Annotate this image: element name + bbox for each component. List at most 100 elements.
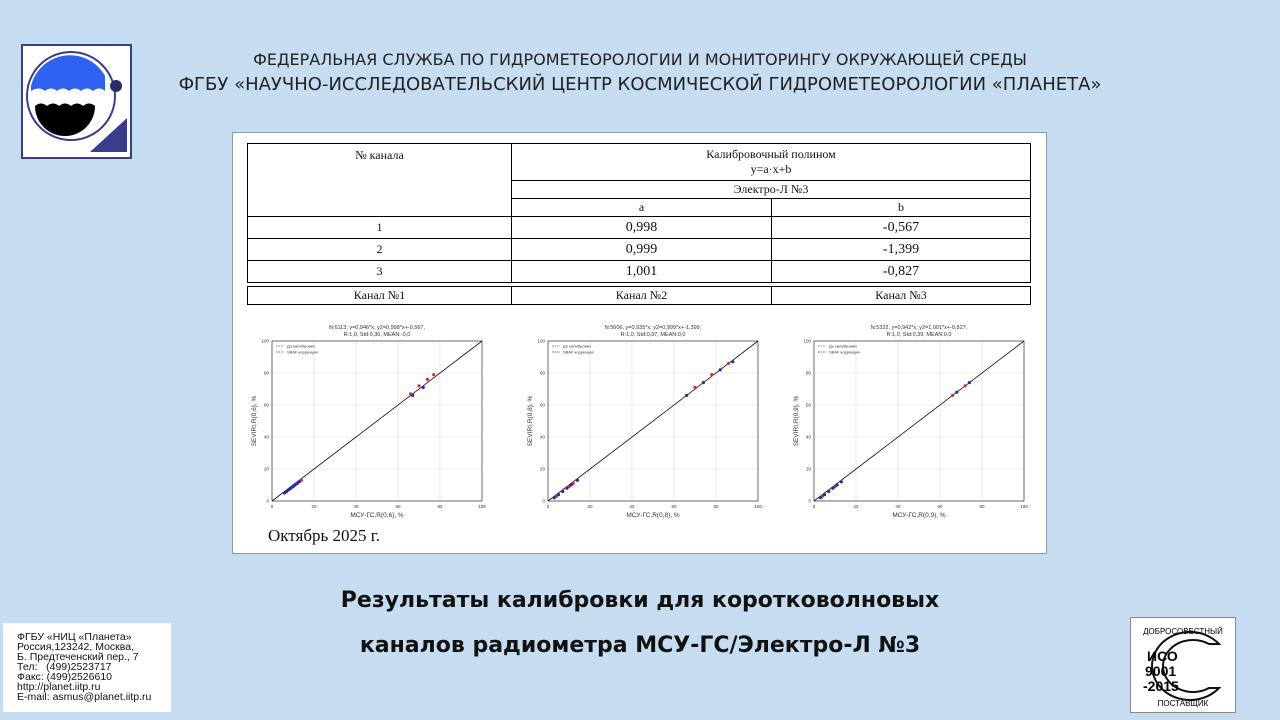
scatter-point	[827, 489, 831, 493]
scatter-point	[718, 368, 722, 372]
x-tick-label: 100	[754, 504, 762, 509]
header-line-1: ФЕДЕРАЛЬНАЯ СЛУЖБА ПО ГИДРОМЕТЕОРОЛОГИИ …	[253, 50, 1027, 69]
y-tick-label: 100	[261, 339, 269, 344]
cell-b: -1,399	[771, 238, 1031, 261]
y-tick-label: 40	[264, 435, 270, 440]
x-axis-label: МСУ-ГС,R(0,9), %	[892, 512, 946, 519]
contact-email: E-mail: asmus@planet.iitp.ru	[17, 691, 152, 703]
iso-l2: 9001	[1145, 663, 1176, 679]
y-tick-label: 100	[803, 339, 811, 344]
x-tick-label: 60	[671, 504, 677, 509]
x-tick-label: 40	[629, 504, 635, 509]
cell-a: 1,001	[511, 260, 772, 283]
y-axis-label: SEVIRI,R(0,8), %	[527, 396, 534, 447]
satellite-header: Электро-Л №3	[511, 180, 1031, 199]
y-tick-label: 60	[540, 403, 546, 408]
calibration-panel: № канала Калибровочный полином y=a·x+b Эл…	[232, 132, 1047, 554]
y-axis-label: SEVIRI,R(0,6), %	[251, 396, 258, 447]
table-row: 2 0,999 -1,399	[247, 238, 1031, 261]
identity-line	[813, 340, 1025, 502]
iso-9001-badge: ДОБРОСОВЕСТНЫЙ ИСО 9001 -2015 ПОСТАВЩИК	[1130, 617, 1236, 713]
cell-b: -0,567	[771, 216, 1031, 239]
cell-ch: 1	[247, 216, 512, 239]
contact-street: Б. Предтеченский пер., 7	[17, 651, 139, 663]
header-line-2: ФГБУ «НАУЧНО-ИССЛЕДОВАТЕЛЬСКИЙ ЦЕНТР КОС…	[178, 74, 1102, 95]
plot-frame	[813, 340, 1025, 502]
planeta-logo	[21, 44, 132, 159]
col-channel-header: № канала	[247, 143, 512, 217]
x-tick-label: 80	[713, 504, 719, 509]
col-a-header: a	[511, 198, 772, 217]
y-tick-label: 0	[266, 499, 269, 504]
plot-frame	[547, 340, 759, 502]
x-tick-label: 40	[353, 504, 359, 509]
iso-l3: -2015	[1143, 678, 1179, 694]
x-tick-label: 100	[1020, 504, 1028, 509]
y-tick-label: 80	[540, 371, 546, 376]
y-axis-label: SEVIRI,R(0,9), %	[793, 396, 800, 447]
iso-l1: ИСО	[1147, 648, 1178, 664]
poly-formula: y=a·x+b	[750, 162, 792, 176]
iso-bottom-text: ПОСТАВЩИК	[1158, 699, 1209, 708]
scatter-point	[565, 486, 569, 490]
x-tick-label: 60	[937, 504, 943, 509]
slide-title-line-1: Результаты калибровки для коротковолновы…	[340, 588, 940, 613]
scatter-point	[411, 393, 415, 397]
y-tick-label: 80	[806, 371, 812, 376]
slide-title-line-2: каналов радиометра МСУ-ГС/Электро-Л №3	[359, 633, 921, 658]
scatter-point	[835, 483, 839, 487]
scatter-chart-channel-1: N:6113, y=0,946*x, y2=0,998*x+-0,567,R:1…	[251, 325, 486, 519]
table-row: 3 1,001 -0,827	[247, 260, 1031, 283]
channel-label-3: Канал №3	[771, 286, 1031, 305]
cell-a: 0,998	[511, 216, 772, 239]
scatter-point	[839, 480, 843, 484]
identity-line	[547, 340, 759, 502]
scatter-point	[822, 493, 827, 497]
scatter-point	[556, 493, 561, 497]
report-date: Октябрь 2025 г.	[268, 526, 381, 545]
scatter-point	[297, 480, 301, 484]
contact-address: Россия,123242, Москва,	[17, 641, 134, 653]
poly-title: Калибровочный полином	[706, 147, 836, 161]
legend-label: До калибровки	[287, 344, 315, 349]
x-tick-label: 20	[853, 504, 859, 509]
y-tick-label: 0	[542, 499, 545, 504]
y-tick-label: 60	[264, 403, 270, 408]
scatter-point	[432, 373, 436, 377]
y-tick-label: 20	[806, 467, 812, 472]
cell-ch: 2	[247, 238, 512, 261]
legend-label: SBAF коррекция	[829, 350, 860, 355]
scatter-point	[693, 385, 697, 389]
x-tick-label: 20	[587, 504, 593, 509]
calibration-table: № канала Калибровочный полином y=a·x+b Эл…	[247, 143, 1031, 283]
x-tick-label: 40	[895, 504, 901, 509]
scatter-point	[967, 381, 971, 385]
contact-org: ФГБУ «НИЦ «Планета»	[17, 631, 132, 643]
scatter-point	[955, 390, 959, 394]
y-tick-label: 100	[537, 339, 545, 344]
col-poly-header: Калибровочный полином y=a·x+b	[511, 143, 1031, 181]
scatter-point	[818, 496, 822, 500]
y-tick-label: 40	[806, 435, 812, 440]
x-axis-label: МСУ-ГС,R(0,6), %	[350, 512, 404, 519]
channel-label-1: Канал №1	[247, 286, 512, 305]
legend-label: До калибровки	[829, 344, 857, 349]
legend-label: SBAF коррекция	[287, 350, 318, 355]
y-tick-label: 0	[808, 499, 811, 504]
x-tick-label: 60	[395, 504, 401, 509]
scatter-point	[710, 373, 714, 377]
y-tick-label: 40	[540, 435, 546, 440]
contact-block: ФГБУ «НИЦ «Планета» Россия,123242, Москв…	[3, 623, 171, 712]
identity-line	[271, 340, 483, 502]
x-tick-label: 100	[478, 504, 486, 509]
scatter-point	[963, 384, 967, 388]
scatter-point	[421, 385, 425, 389]
scatter-chart-channel-2: N:5606, y=0,935*x, y2=0,999*x+-1,399,R:1…	[527, 325, 762, 519]
scatter-point	[727, 361, 731, 365]
x-tick-label: 0	[547, 504, 550, 509]
y-tick-label: 20	[264, 467, 270, 472]
x-tick-label: 20	[311, 504, 317, 509]
scatter-point	[417, 384, 421, 388]
x-axis-label: МСУ-ГС,R(0,8), %	[626, 512, 680, 519]
y-tick-label: 60	[806, 403, 812, 408]
